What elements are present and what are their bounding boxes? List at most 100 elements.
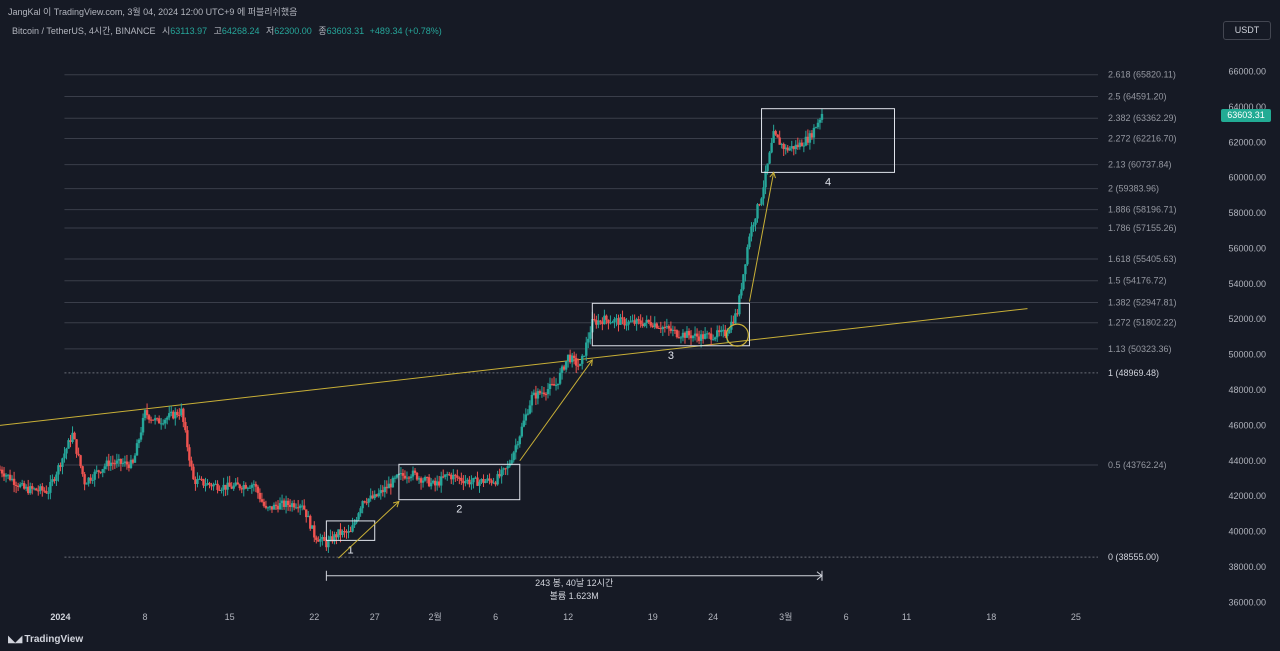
candle-body	[347, 531, 350, 533]
candle-body	[776, 134, 779, 138]
candle-body	[411, 470, 415, 477]
candle-body	[707, 333, 711, 335]
candle-body	[268, 506, 272, 508]
candle-body	[63, 453, 66, 459]
candle-body	[554, 385, 558, 387]
candle-body	[429, 482, 433, 487]
fib-label: 0 (38555.00)	[1108, 552, 1159, 562]
candle-body	[446, 474, 449, 476]
candle-body	[431, 480, 435, 483]
candle-body	[166, 417, 169, 420]
candle-body	[157, 418, 161, 424]
candle-body	[558, 372, 562, 384]
candle-body	[663, 327, 667, 329]
currency-button[interactable]: USDT	[1223, 21, 1271, 40]
candle-body	[504, 468, 507, 470]
candle-body	[10, 478, 14, 481]
candle-body	[272, 504, 276, 510]
last-price-tag: 63603.31	[1221, 109, 1271, 122]
candle-body	[307, 515, 310, 518]
candle-body	[655, 323, 658, 329]
candle-body	[353, 522, 356, 526]
candle-body	[254, 484, 258, 487]
candle-body	[69, 440, 72, 443]
candle-body	[639, 320, 642, 324]
time-tick-label: 2024	[50, 612, 70, 622]
candle-body	[331, 536, 334, 542]
candle-body	[321, 537, 324, 539]
candle-body	[194, 479, 197, 484]
candle-body	[526, 413, 530, 415]
candle-body	[740, 289, 743, 296]
candle-body	[770, 142, 773, 153]
candle-body	[35, 488, 38, 491]
candle-body	[305, 509, 308, 518]
candle-body	[248, 487, 252, 489]
candle-body	[683, 332, 687, 338]
candle-body	[508, 463, 511, 467]
candle-body	[574, 358, 578, 366]
annotation-arrows	[338, 171, 776, 559]
candle-body	[478, 481, 481, 486]
candle-body	[560, 366, 564, 373]
candle-body	[734, 313, 737, 324]
candle-body	[814, 127, 818, 129]
candle-body	[671, 329, 675, 332]
candle-body	[653, 323, 656, 328]
symbol-title[interactable]: Bitcoin / TetherUS, 4시간, BINANCE	[12, 26, 156, 36]
candle-body	[784, 147, 787, 150]
candle-body	[369, 495, 372, 499]
fib-label: 1.13 (50323.36)	[1108, 344, 1172, 354]
candle-body	[345, 531, 348, 533]
candle-body	[697, 336, 701, 341]
tradingview-logo[interactable]: ◣◢ TradingView	[8, 634, 83, 645]
candle-body	[617, 318, 620, 325]
candle-body	[458, 477, 461, 479]
candle-body	[532, 392, 536, 395]
candle-body	[516, 444, 519, 446]
trend-arrow	[519, 359, 593, 462]
candle-body	[762, 187, 765, 199]
candle-body	[689, 335, 693, 339]
candle-body	[16, 485, 20, 487]
candle-body	[151, 419, 155, 421]
candle-body	[53, 479, 56, 481]
candle-body	[224, 484, 227, 490]
time-axis[interactable]: 2024 8 15 22 27 2월 6 12 19 24 3월 6 11 18 25	[50, 611, 1080, 622]
candle-body	[450, 474, 453, 480]
price-tick-label: 44000.00	[1228, 456, 1266, 466]
candle-body	[536, 391, 540, 399]
candle-body	[540, 392, 544, 394]
annotation-box	[761, 108, 896, 173]
candle-body	[403, 475, 407, 479]
candle-body	[502, 468, 505, 470]
candle-body	[774, 131, 777, 135]
candle-body	[240, 488, 243, 490]
measure-volume-label: 볼륨 1.623M	[550, 591, 599, 601]
candle-body	[200, 478, 203, 480]
candle-body	[292, 503, 296, 508]
candle-body	[383, 486, 386, 493]
candle-body	[155, 418, 159, 420]
candle-body	[296, 507, 300, 509]
candle-body	[232, 485, 235, 489]
candle-body	[726, 333, 729, 337]
candle-body	[637, 319, 640, 321]
candle-body	[667, 326, 671, 329]
candle-body	[415, 472, 419, 480]
annotation-box	[325, 520, 376, 541]
price-axis[interactable]: 66000.00 64000.00 62000.00 60000.00 58000.00…	[1228, 67, 1266, 608]
annotation-boxes: 1 2 3 4	[325, 108, 896, 556]
candle-body	[613, 319, 616, 323]
candle-body	[514, 445, 517, 453]
time-tick-label: 25	[1071, 612, 1081, 622]
candle-body	[419, 478, 423, 483]
candle-body	[311, 525, 314, 529]
candle-body	[65, 448, 68, 454]
candle-body	[339, 529, 342, 535]
candle-body	[645, 319, 648, 323]
candle-body	[546, 389, 550, 395]
candle-body	[466, 479, 469, 482]
price-tick-label: 66000.00	[1228, 67, 1266, 77]
